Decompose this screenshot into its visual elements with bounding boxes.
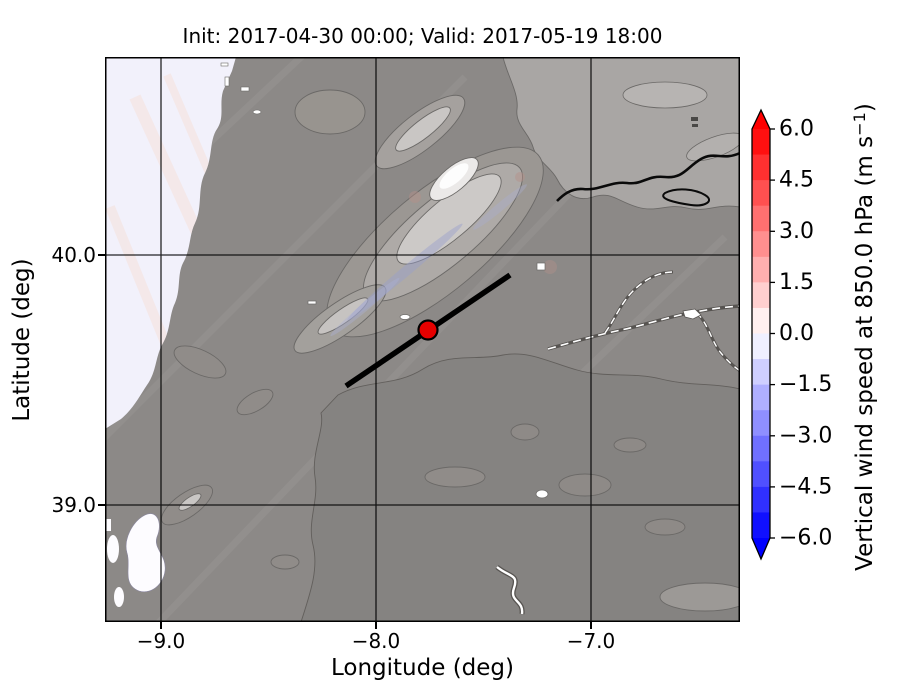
colorbar-segment <box>752 154 770 181</box>
x-tick-label: −7.0 <box>566 629 616 653</box>
x-tick-mark <box>375 622 377 629</box>
lakes <box>307 262 549 499</box>
plot-title: Init: 2017-04-30 00:00; Valid: 2017-05-1… <box>182 24 663 48</box>
colorbar-axis-label: Vertical wind speed at 850.0 hPa (m s−1) <box>850 103 878 571</box>
y-tick-label: 40.0 <box>51 243 96 267</box>
colorbar-segment <box>752 435 770 462</box>
colorbar-segment <box>752 410 770 437</box>
mountain-peak <box>439 163 469 189</box>
bold-contour <box>556 151 740 207</box>
colorbar-segment <box>752 231 770 258</box>
colorbar-tick-label: 0.0 <box>779 321 814 346</box>
colorbar-segment <box>752 384 770 411</box>
colorbar-tick-labels: 6.0 4.5 3.0 1.5 0.0 −1.5 −3.0 −4.5 −6.0 <box>779 117 832 551</box>
x-tick-mark <box>160 622 162 629</box>
x-tick-label: −9.0 <box>136 629 186 653</box>
x-tick-mark <box>590 622 592 629</box>
plateau-detail <box>622 81 740 162</box>
colorbar-segment <box>752 129 770 155</box>
colorbar-tick-marks <box>770 128 775 539</box>
x-axis-label: Longitude (deg) <box>330 655 514 681</box>
map-plot-area <box>105 57 740 622</box>
colorbar-segment <box>752 180 770 207</box>
colorbar-segment <box>752 512 770 539</box>
colorbar-segments <box>752 129 770 539</box>
y-tick-label: 39.0 <box>51 493 96 517</box>
lowland-region <box>300 353 740 622</box>
colorbar-label-close: ) <box>852 103 879 113</box>
colorbar: 6.0 4.5 3.0 1.5 0.0 −1.5 −3.0 −4.5 −6.0 <box>751 108 832 561</box>
colorbar-tick-label: −6.0 <box>779 526 832 551</box>
colorbar-tick-label: 4.5 <box>779 168 814 193</box>
colorbar-tick-label: −3.0 <box>779 423 832 448</box>
colorbar-segment <box>752 256 770 283</box>
y-tick-mark <box>98 504 105 506</box>
grid-lines <box>105 57 740 622</box>
rivers <box>495 270 740 615</box>
mountain-ridge <box>293 94 544 354</box>
colorbar-segment <box>752 461 770 488</box>
colorbar-segment <box>752 307 770 334</box>
colorbar-over-arrow <box>752 110 770 129</box>
colorbar-tick-label: 1.5 <box>779 270 814 295</box>
plot-frame <box>105 57 740 622</box>
colorbar-tick-label: −1.5 <box>779 372 832 397</box>
colorbar-label-text: Vertical wind speed at 850.0 hPa (m s <box>852 135 879 571</box>
terrain-contours <box>161 89 740 612</box>
colorbar-segment <box>752 205 770 232</box>
colorbar-segment <box>752 359 770 386</box>
colorbar-tick-label: 6.0 <box>779 117 814 142</box>
colorbar-tick-label: 3.0 <box>779 219 814 244</box>
y-tick-mark <box>98 254 105 256</box>
colorbar-label-exponent: −1 <box>849 112 869 136</box>
colorbar-segment <box>752 333 770 360</box>
y-axis-label: Latitude (deg) <box>9 258 35 422</box>
x-tick-label: −8.0 <box>351 629 401 653</box>
coastal-waters <box>106 62 262 607</box>
colorbar-segment <box>752 486 770 513</box>
colorbar-tick-label: −4.5 <box>779 474 832 499</box>
station-marker <box>417 319 439 341</box>
colorbar-segment <box>752 282 770 309</box>
colorbar-under-arrow <box>752 538 770 559</box>
